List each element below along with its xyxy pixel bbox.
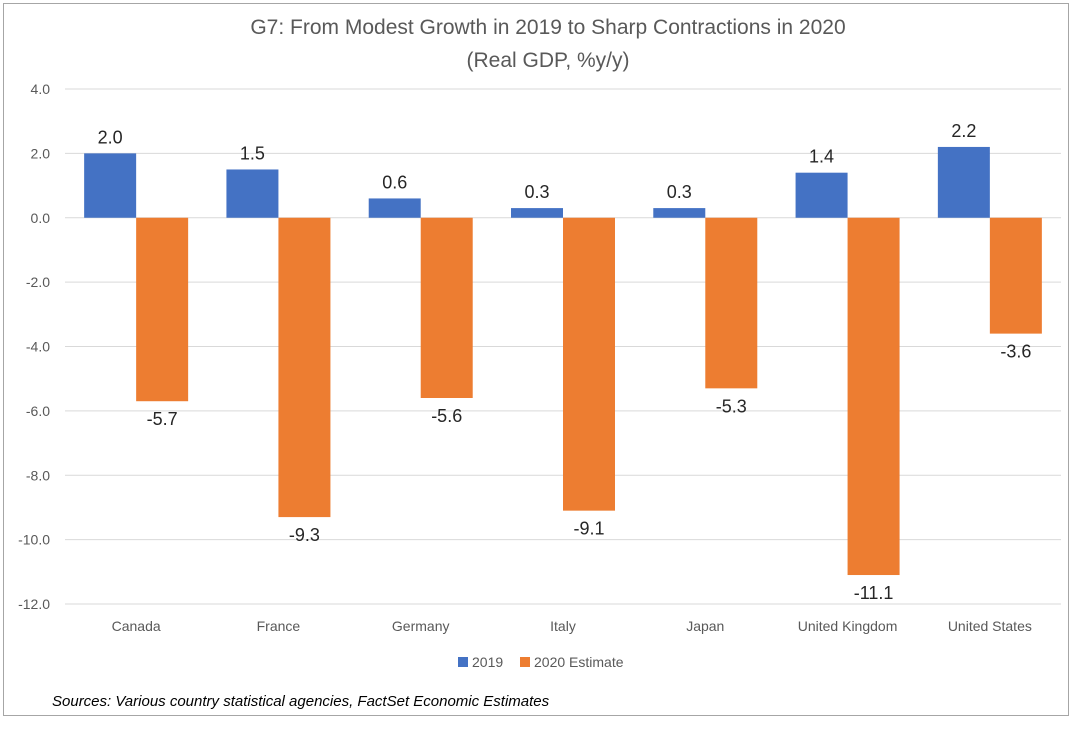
- bar-2020-estimate: [705, 217, 758, 389]
- bar-2020-estimate: [420, 217, 473, 398]
- category-label: Germany: [392, 618, 450, 634]
- category-label: France: [257, 618, 301, 634]
- category-label: Canada: [112, 618, 161, 634]
- bar-2020-estimate: [278, 217, 331, 518]
- data-label: -9.3: [289, 525, 320, 545]
- data-labels: 2.0 -5.7 1.5 -9.3 0.6 -5.6 0.3 -9.1 0.3 -5.3 1.4 -1…: [98, 121, 1032, 603]
- category-label: United States: [948, 618, 1032, 634]
- legend-swatch-2019: [458, 657, 468, 667]
- data-label: 0.6: [382, 172, 407, 192]
- data-label: 1.5: [240, 143, 265, 163]
- bar-2019: [795, 172, 848, 218]
- y-tick-label: -8.0: [26, 467, 50, 483]
- chart-subtitle: (Real GDP, %y/y): [467, 49, 630, 72]
- x-axis-categories: Canada France Germany Italy Japan United King…: [112, 618, 1032, 634]
- data-label: -5.6: [431, 406, 462, 426]
- bar-2020-estimate: [847, 217, 900, 576]
- y-tick-label: -2.0: [26, 274, 50, 290]
- bar-2019: [226, 169, 279, 218]
- bar-2019: [84, 153, 137, 218]
- data-label: 2.0: [98, 127, 123, 147]
- y-tick-label: -12.0: [18, 596, 50, 612]
- category-label: Italy: [550, 618, 576, 634]
- bar-2020-estimate: [989, 217, 1042, 334]
- y-tick-label: -10.0: [18, 532, 50, 548]
- data-label: 0.3: [667, 182, 692, 202]
- data-label: -3.6: [1000, 342, 1031, 362]
- bar-2019: [368, 198, 421, 218]
- y-tick-label: -4.0: [26, 339, 50, 355]
- data-label: -9.1: [573, 519, 604, 539]
- bar-2020-estimate: [563, 217, 615, 511]
- legend-label: 2019: [472, 654, 503, 670]
- y-tick-label: -6.0: [26, 403, 50, 419]
- bar-2019: [937, 146, 990, 218]
- category-label: Japan: [686, 618, 724, 634]
- data-label: 0.3: [524, 182, 549, 202]
- bar-2019: [653, 208, 706, 218]
- y-axis-ticks: 4.0 2.0 0.0 -2.0 -4.0 -6.0 -8.0 -10.0 -12.0: [18, 81, 50, 612]
- category-label: United Kingdom: [798, 618, 898, 634]
- legend-swatch-2020-estimate: [520, 657, 530, 667]
- y-tick-label: 2.0: [31, 145, 51, 161]
- data-label: 2.2: [951, 121, 976, 141]
- chart-title: G7: From Modest Growth in 2019 to Sharp …: [250, 16, 845, 39]
- legend: 2019 2020 Estimate: [458, 654, 624, 670]
- data-label: 1.4: [809, 147, 834, 167]
- source-note: Sources: Various country statistical age…: [52, 693, 550, 710]
- bar-2020-estimate: [136, 217, 189, 402]
- bars: [84, 146, 1042, 576]
- y-tick-label: 0.0: [31, 210, 51, 226]
- data-label: -11.1: [854, 583, 894, 603]
- bar-2019: [511, 208, 563, 218]
- data-label: -5.7: [147, 409, 178, 429]
- data-label: -5.3: [716, 396, 747, 416]
- y-tick-label: 4.0: [31, 81, 51, 97]
- legend-label: 2020 Estimate: [534, 654, 624, 670]
